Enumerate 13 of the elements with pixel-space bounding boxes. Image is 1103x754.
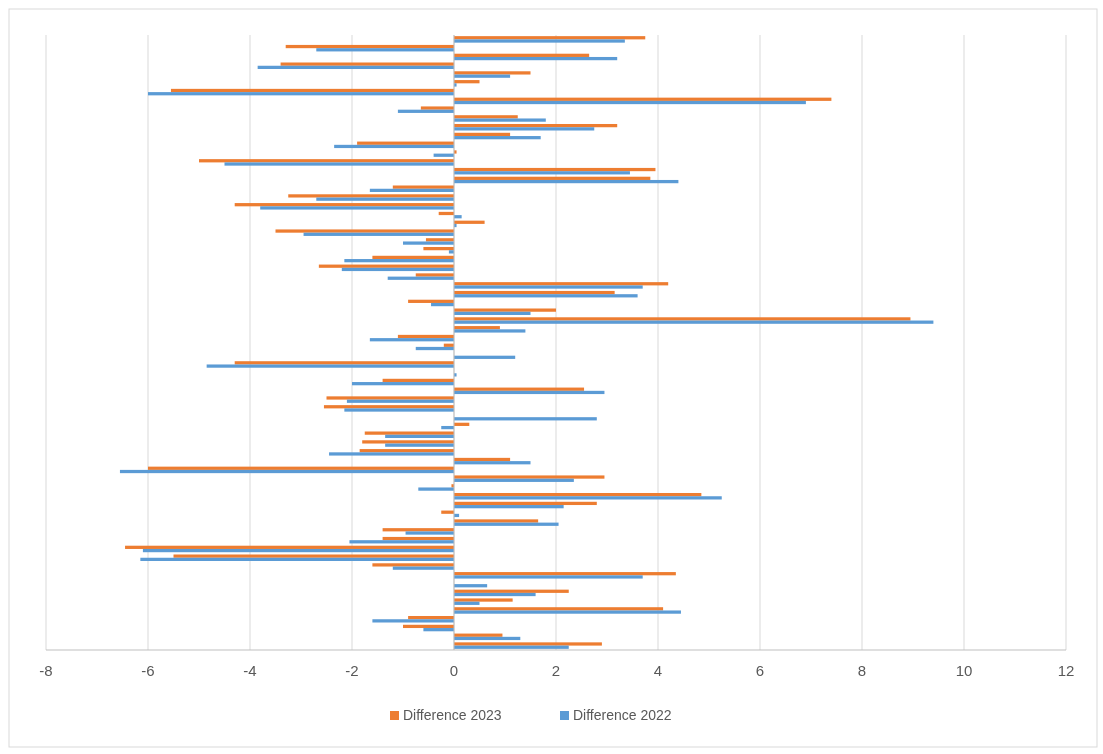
- legend-label: Difference 2022: [573, 707, 672, 723]
- x-tick-label: 6: [755, 662, 765, 679]
- x-tick-label: -8: [39, 662, 53, 679]
- x-tick-label: 0: [449, 662, 459, 679]
- legend-label: Difference 2023: [403, 707, 502, 723]
- x-tick-label: -6: [141, 662, 155, 679]
- x-tick-label: 2: [551, 662, 561, 679]
- x-tick-label: -2: [345, 662, 359, 679]
- x-tick-label: 4: [653, 662, 663, 679]
- x-tick-label: 10: [955, 662, 973, 679]
- x-tick-label: 8: [857, 662, 867, 679]
- x-tick-label: 12: [1057, 662, 1075, 679]
- x-tick-label: -4: [243, 662, 257, 679]
